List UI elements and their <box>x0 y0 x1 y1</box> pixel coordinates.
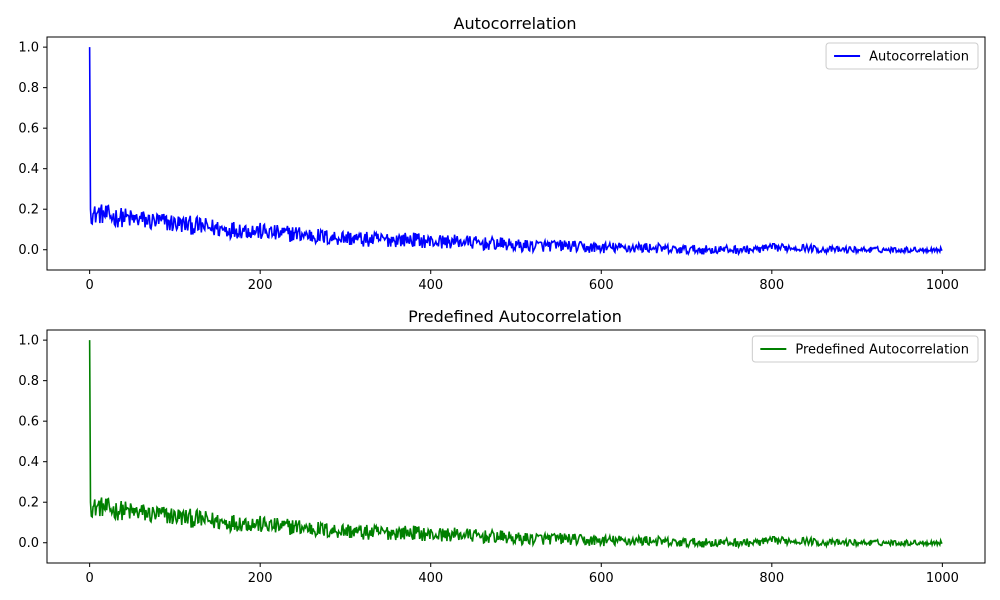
y-tick-label: 0.8 <box>18 374 39 389</box>
x-tick-label: 200 <box>248 278 273 293</box>
legend: Autocorrelation <box>825 42 979 70</box>
y-tick-label: 0.0 <box>18 536 39 551</box>
y-tick-label: 1.0 <box>18 334 39 349</box>
chart-title: Autocorrelation <box>454 14 577 33</box>
legend-box <box>751 335 979 363</box>
y-tick-label: 0.6 <box>18 415 39 430</box>
y-tick-label: 0.8 <box>18 81 39 96</box>
axis-ticks: 0 200 400 600 800 1000 0.0 0.2 0.4 0.6 0.8 1.0 <box>18 41 959 293</box>
legend-label: Autocorrelation <box>869 50 969 65</box>
legend-box <box>825 42 979 70</box>
axis-ticks: 0 200 400 600 800 1000 0.0 0.2 0.4 0.6 0.8 1.0 <box>18 334 959 586</box>
legend: Predefined Autocorrelation <box>751 335 979 363</box>
x-tick-label: 800 <box>759 571 784 586</box>
y-tick-label: 0.4 <box>18 162 39 177</box>
y-tick-label: 0.2 <box>18 496 39 511</box>
x-tick-label: 1000 <box>926 278 959 293</box>
chart-predefined-autocorrelation: Predefined Autocorrelation 0 200 400 600 800… <box>18 307 986 586</box>
y-tick-label: 1.0 <box>18 41 39 56</box>
y-tick-label: 0.6 <box>18 122 39 137</box>
x-tick-label: 600 <box>589 571 614 586</box>
x-tick-label: 400 <box>418 571 443 586</box>
y-tick-label: 0.2 <box>18 203 39 218</box>
x-tick-label: 0 <box>85 571 93 586</box>
legend-label: Predefined Autocorrelation <box>795 343 969 358</box>
plot-frame <box>46 36 986 271</box>
series-line-predefined-autocorrelation <box>88 340 943 550</box>
x-tick-label: 800 <box>759 278 784 293</box>
y-tick-label: 0.0 <box>18 243 39 258</box>
x-tick-label: 0 <box>85 278 93 293</box>
x-tick-label: 200 <box>248 571 273 586</box>
chart-autocorrelation: Autocorrelation 0 200 400 600 800 10000.00.20… <box>18 14 986 293</box>
y-tick-label: 0.4 <box>18 455 39 470</box>
x-tick-label: 600 <box>589 278 614 293</box>
series-line-autocorrelation <box>88 47 943 257</box>
x-tick-label: 1000 <box>926 571 959 586</box>
x-tick-label: 400 <box>418 278 443 293</box>
plot-frame <box>46 329 986 564</box>
chart-title: Predefined Autocorrelation <box>408 307 622 326</box>
